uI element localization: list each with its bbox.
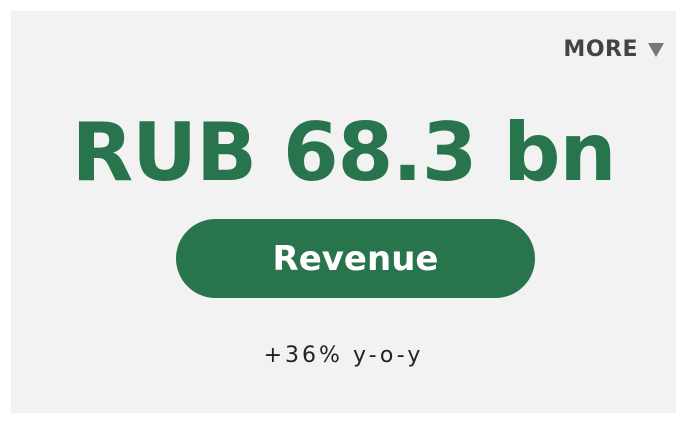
metric-change: +36% y-o-y (263, 343, 424, 368)
more-button[interactable]: MORE (563, 37, 664, 62)
metric-value: RUB 68.3 bn (71, 106, 617, 199)
metric-label: Revenue (176, 219, 535, 298)
more-label: MORE (563, 37, 638, 62)
dropdown-arrow (648, 42, 664, 57)
metric-card: MORE RUB 68.3 bn Revenue +36% y-o-y (11, 11, 676, 413)
